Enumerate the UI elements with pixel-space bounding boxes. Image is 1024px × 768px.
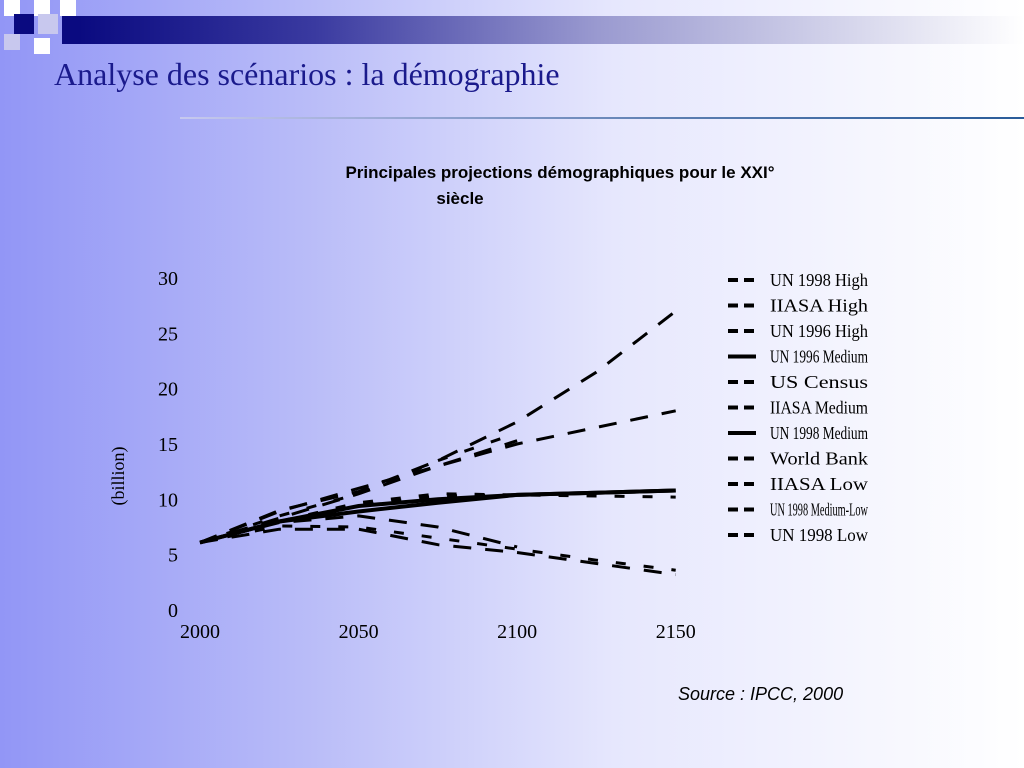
series-line — [199, 527, 676, 577]
y-tick-label: 10 — [158, 489, 178, 511]
legend-label: UN 1996 Medium — [770, 347, 868, 367]
y-tick-label: 0 — [168, 600, 178, 622]
legend-label: UN 1996 High — [770, 321, 868, 341]
series-line — [199, 514, 518, 549]
series-line — [199, 492, 676, 544]
x-axis: 2000 2050 2100 2150 — [180, 621, 696, 643]
plot-lines — [199, 310, 677, 577]
legend-label: IIASA High — [770, 296, 868, 316]
x-tick-label: 2150 — [656, 621, 696, 643]
y-tick-label: 25 — [158, 323, 178, 345]
legend-label: World Bank — [770, 449, 868, 469]
source-citation: Source : IPCC, 2000 — [678, 684, 844, 704]
legend-label: UN 1998 Low — [770, 525, 868, 545]
legend-label: UN 1998 Medium — [770, 423, 868, 443]
y-axis: 0 5 10 15 20 25 30 — [158, 268, 178, 622]
x-tick-label: 2100 — [497, 621, 537, 643]
series-line — [199, 524, 676, 572]
legend-label: UN 1998 Medium-Low — [770, 500, 868, 520]
slide-title: Analyse des scénarios : la démographie — [54, 56, 560, 92]
series-line — [199, 310, 677, 544]
x-tick-label: 2050 — [339, 621, 379, 643]
chart-title-line2: siècle — [436, 189, 484, 208]
legend-label: US Census — [770, 372, 868, 392]
legend-label: IIASA Low — [770, 474, 868, 494]
chart-title: Principales projections démographiques p… — [260, 160, 860, 212]
y-tick-label: 15 — [158, 434, 178, 456]
y-axis-label: (billion) — [108, 447, 129, 506]
title-underline — [180, 117, 1024, 119]
legend-label: UN 1998 High — [770, 270, 868, 290]
header-band — [78, 16, 1024, 44]
series-line — [199, 488, 676, 545]
chart-title-line1: Principales projections démographiques p… — [345, 163, 775, 182]
legend-label: IIASA Medium — [770, 398, 868, 418]
y-tick-label: 5 — [168, 545, 178, 567]
legend: UN 1998 High IIASA High UN 1996 High UN 199… — [728, 270, 868, 545]
y-tick-label: 20 — [158, 379, 178, 401]
corner-squares-decoration — [4, 0, 78, 54]
y-tick-label: 30 — [158, 268, 178, 290]
series-line — [199, 439, 518, 544]
x-tick-label: 2000 — [180, 621, 220, 643]
